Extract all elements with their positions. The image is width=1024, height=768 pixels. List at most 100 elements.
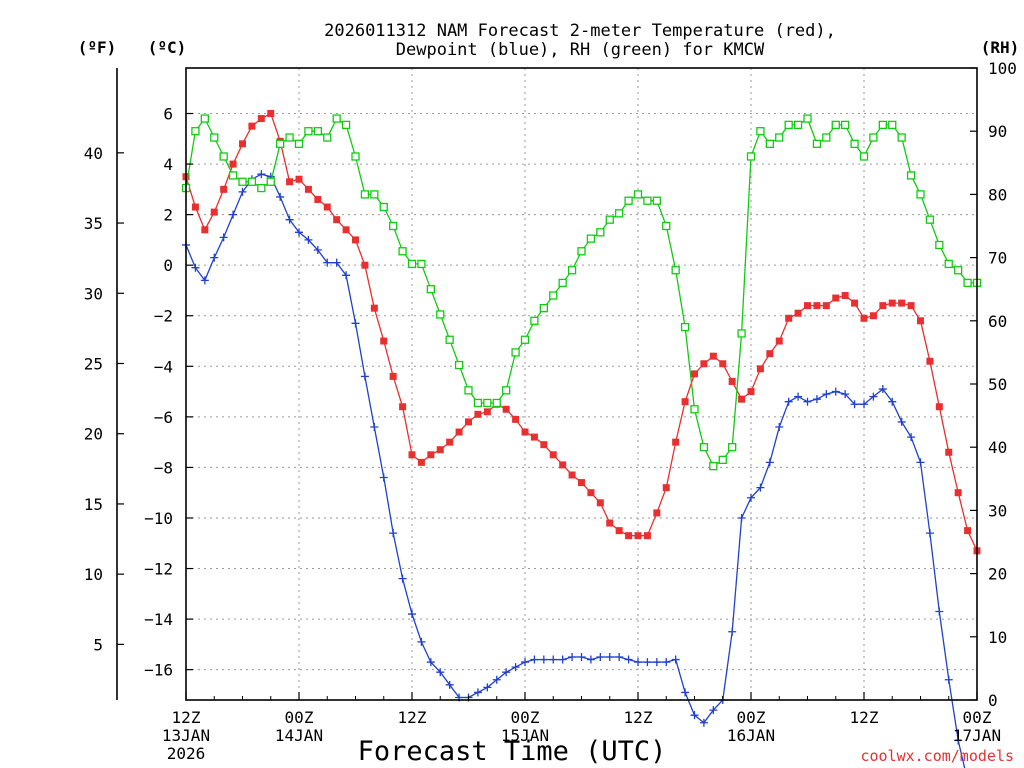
temperature-point bbox=[643, 532, 651, 540]
temperature-point bbox=[342, 226, 350, 234]
temperature-point bbox=[408, 451, 416, 459]
rh-point bbox=[737, 329, 746, 338]
rh-point bbox=[822, 133, 831, 142]
fahrenheit-tick-label: 15 bbox=[84, 495, 103, 514]
temperature-point bbox=[239, 140, 246, 148]
temperature-point bbox=[662, 484, 670, 492]
rh-point bbox=[341, 120, 351, 130]
dewpoint-point bbox=[634, 658, 642, 667]
dewpoint-point bbox=[850, 400, 859, 409]
rh-point bbox=[464, 386, 473, 395]
temperature-point bbox=[804, 302, 811, 310]
rh-point bbox=[200, 114, 209, 123]
dewpoint-point bbox=[624, 655, 633, 664]
rh-point bbox=[511, 348, 520, 357]
rh-point bbox=[445, 335, 454, 344]
celsius-tick-label: 4 bbox=[163, 155, 173, 174]
rh-point bbox=[520, 335, 530, 344]
dewpoint-point bbox=[907, 433, 916, 442]
rh-point bbox=[473, 398, 483, 408]
dewpoint-series bbox=[182, 170, 966, 768]
x-tick-label-hour: 12Z bbox=[172, 708, 201, 727]
dewpoint-point bbox=[200, 276, 209, 285]
fahrenheit-tick-label: 40 bbox=[84, 144, 103, 163]
rh-point bbox=[869, 133, 878, 142]
rh-point bbox=[313, 127, 322, 136]
dewpoint-point bbox=[643, 658, 652, 667]
temperature-point bbox=[832, 294, 840, 302]
rh-point bbox=[407, 259, 417, 269]
dewpoint-point bbox=[935, 607, 944, 616]
chart-title-line1: 2026011312 NAM Forecast 2-meter Temperat… bbox=[324, 21, 836, 41]
celsius-tick-label: −2 bbox=[154, 307, 173, 326]
dewpoint-point bbox=[699, 718, 708, 727]
rh-point bbox=[238, 177, 247, 186]
rh-point bbox=[351, 152, 360, 161]
rh-point bbox=[671, 266, 680, 275]
chart-title-line2: Dewpoint (blue), RH (green) for KMCW bbox=[396, 40, 765, 60]
rh-point bbox=[323, 133, 332, 142]
temperature-point bbox=[257, 115, 265, 123]
dewpoint-point bbox=[765, 458, 774, 467]
temperature-point bbox=[738, 395, 746, 403]
dewpoint-point bbox=[445, 680, 454, 689]
temperature-point bbox=[248, 122, 256, 130]
rh-point bbox=[389, 221, 398, 231]
dewpoint-point bbox=[652, 658, 661, 667]
dewpoint-point bbox=[615, 653, 624, 662]
dewpoint-point bbox=[916, 458, 925, 467]
rh-point bbox=[210, 133, 219, 142]
temperature-point bbox=[869, 312, 877, 320]
rh-point bbox=[586, 234, 596, 243]
rh-tick-label: 0 bbox=[988, 691, 998, 710]
temperature-point bbox=[907, 302, 915, 310]
dewpoint-point bbox=[295, 228, 303, 237]
rh-point bbox=[906, 171, 916, 180]
rh-point bbox=[935, 240, 944, 250]
dewpoint-point bbox=[784, 397, 793, 406]
rh-unit-label: (RH) bbox=[981, 38, 1020, 57]
temperature-point bbox=[540, 441, 548, 449]
rh-point bbox=[605, 215, 614, 224]
dewpoint-point bbox=[473, 688, 482, 697]
rh-point bbox=[191, 127, 200, 136]
rh-point bbox=[257, 183, 266, 193]
temperature-point bbox=[370, 304, 378, 312]
rh-tick-label: 70 bbox=[988, 249, 1007, 268]
x-tick-label-date: 13JAN bbox=[162, 726, 210, 745]
temperature-point bbox=[455, 428, 463, 436]
rh-tick-label: 30 bbox=[988, 501, 1007, 520]
dewpoint-point bbox=[888, 397, 897, 406]
x-tick-label-date: 15JAN bbox=[501, 726, 549, 745]
dewpoint-point bbox=[577, 653, 586, 662]
rh-point bbox=[728, 443, 737, 452]
dewpoint-point bbox=[238, 187, 247, 196]
x-tick-label-hour: 12Z bbox=[624, 708, 653, 727]
rh-point bbox=[426, 285, 435, 294]
x-tick-label-date: 17JAN bbox=[953, 726, 1001, 745]
temperature-point bbox=[756, 365, 764, 373]
dewpoint-point bbox=[897, 417, 906, 426]
dewpoint-point bbox=[511, 663, 520, 672]
rh-point bbox=[850, 139, 859, 148]
rh-point bbox=[662, 221, 671, 231]
fahrenheit-tick-label: 5 bbox=[93, 635, 103, 654]
dewpoint-point bbox=[276, 192, 285, 201]
rh-point bbox=[567, 266, 577, 275]
rh-point bbox=[652, 196, 661, 205]
dewpoint-point bbox=[860, 400, 868, 409]
dewpoint-point bbox=[756, 483, 765, 492]
dewpoint-point bbox=[954, 736, 963, 745]
temperature-point bbox=[267, 110, 275, 118]
temperature-point bbox=[568, 471, 576, 479]
dewpoint-point bbox=[803, 397, 812, 406]
rh-point bbox=[596, 228, 605, 237]
temperature-point bbox=[747, 388, 755, 396]
dewpoint-point bbox=[812, 395, 821, 404]
fahrenheit-tick-label: 20 bbox=[84, 425, 103, 444]
temperature-point bbox=[945, 448, 953, 456]
rh-point bbox=[417, 259, 426, 269]
temperature-point bbox=[521, 428, 529, 436]
x-tick-label-year: 2026 bbox=[167, 744, 206, 763]
